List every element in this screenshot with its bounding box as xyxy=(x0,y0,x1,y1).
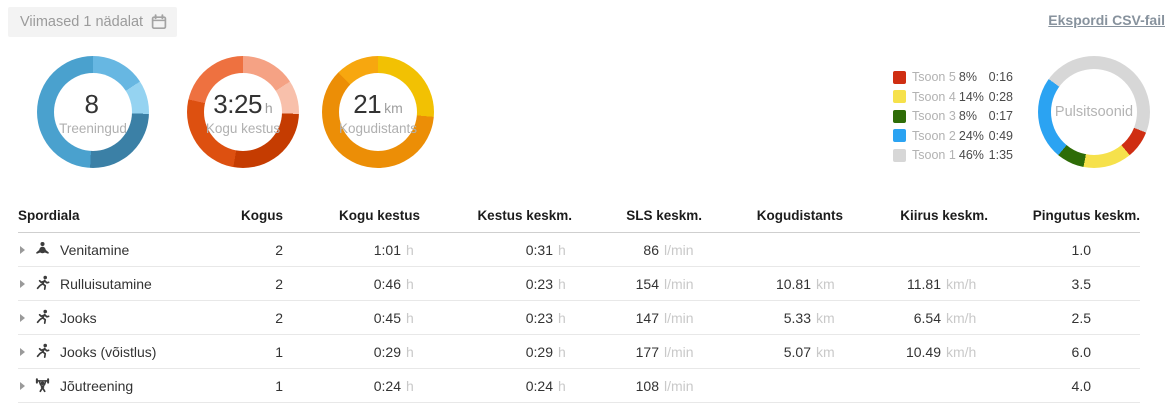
col-header-sls-keskm[interactable]: SLS keskm. xyxy=(572,198,702,233)
legend-item-zone3: Tsoon 3 8% 0:17 xyxy=(893,109,1013,123)
table-row[interactable]: Rulluisutamine 2 0:46 h 0:23 h 154 l/min 10… xyxy=(18,266,1140,301)
expand-arrow-icon[interactable] xyxy=(20,245,25,254)
legend-item-zone5: Tsoon 5 8% 0:16 xyxy=(893,70,1013,84)
sport-name: Jõutreening xyxy=(60,377,134,394)
col-header-spordiala[interactable]: Spordiala xyxy=(18,198,218,233)
top-bar: Viimased 1 nädalat Ekspordi CSV-fail xyxy=(0,0,1175,40)
zone3-swatch-icon xyxy=(893,109,906,123)
total-duration-value: 3:25 xyxy=(213,88,262,119)
table-row[interactable]: Jooks (võistlus) 1 0:29 h 0:29 h 177 l/min … xyxy=(18,334,1140,369)
zone1-swatch-icon xyxy=(893,148,906,162)
trainings-count: 8 xyxy=(84,88,99,119)
summary-charts: 8 Treeningud 3:25 h Kogu kestus 21 km xyxy=(0,48,1175,198)
legend-item-zone2: Tsoon 2 24% 0:49 xyxy=(893,129,1013,143)
period-filter-label: Viimased 1 nädalat xyxy=(20,14,144,30)
sport-name: Jooks xyxy=(60,309,97,326)
col-header-pingutus-keskm[interactable]: Pingutus keskm. xyxy=(988,198,1140,233)
stretching-icon xyxy=(34,241,51,258)
legend-item-zone4: Tsoon 4 14% 0:28 xyxy=(893,90,1013,104)
table-row[interactable]: Jooks 2 0:45 h 0:23 h 147 l/min 5.33 km 6.54… xyxy=(18,300,1140,335)
total-distance-label: Kogudistants xyxy=(338,120,418,136)
total-duration-donut-chart: 3:25 h Kogu kestus xyxy=(187,56,299,168)
col-header-kogu-kestus[interactable]: Kogu kestus xyxy=(283,198,420,233)
col-header-kogudistants[interactable]: Kogudistants xyxy=(702,198,843,233)
zone2-swatch-icon xyxy=(893,129,906,142)
zone4-swatch-icon xyxy=(893,90,906,103)
legend-item-zone1: Tsoon 1 46% 1:35 xyxy=(893,148,1013,162)
total-duration-label: Kogu kestus xyxy=(205,120,281,136)
total-distance-unit: km xyxy=(384,99,403,116)
sport-name: Rulluisutamine xyxy=(60,275,152,292)
sport-name: Jooks (võistlus) xyxy=(60,343,157,360)
col-header-kestus-keskm[interactable]: Kestus keskm. xyxy=(420,198,572,233)
expand-arrow-icon[interactable] xyxy=(20,279,25,288)
sport-stats-table: Spordiala Kogus Kogu kestus Kestus keskm… xyxy=(18,198,1140,403)
period-filter-button[interactable]: Viimased 1 nädalat xyxy=(8,7,178,37)
col-header-kogus[interactable]: Kogus xyxy=(218,198,283,233)
sport-name: Venitamine xyxy=(60,241,130,258)
table-row[interactable]: Jõutreening 1 0:24 h 0:24 h 108 l/min 4.0 xyxy=(18,368,1140,403)
table-row[interactable]: Venitamine 2 1:01 h 0:31 h 86 l/min 1.0 xyxy=(18,232,1140,267)
expand-arrow-icon[interactable] xyxy=(20,347,25,356)
col-header-kiirus-keskm[interactable]: Kiirus keskm. xyxy=(843,198,988,233)
running-icon xyxy=(34,309,51,326)
expand-arrow-icon[interactable] xyxy=(20,381,25,390)
weightlifting-icon xyxy=(34,377,51,394)
table-header-row: Spordiala Kogus Kogu kestus Kestus keskm… xyxy=(18,198,1140,233)
trainings-donut-chart: 8 Treeningud xyxy=(37,56,149,168)
skating-icon xyxy=(34,275,51,292)
total-duration-unit: h xyxy=(264,99,273,116)
total-distance-value: 21 xyxy=(353,88,382,119)
pulse-zones-donut-chart: Pulsitsoonid xyxy=(1038,56,1150,168)
pulse-zone-legend: Tsoon 5 8% 0:16 Tsoon 4 14% 0:28 Tsoon 3… xyxy=(893,70,1013,168)
expand-arrow-icon[interactable] xyxy=(20,313,25,322)
export-csv-link[interactable]: Ekspordi CSV-fail xyxy=(1048,12,1165,28)
zone5-swatch-icon xyxy=(893,70,906,84)
total-distance-donut-chart: 21 km Kogudistants xyxy=(322,56,434,168)
calendar-icon xyxy=(151,14,167,30)
pulse-zones-title: Pulsitsoonid xyxy=(1054,104,1134,120)
trainings-label: Treeningud xyxy=(59,120,127,136)
running-icon xyxy=(34,343,51,360)
